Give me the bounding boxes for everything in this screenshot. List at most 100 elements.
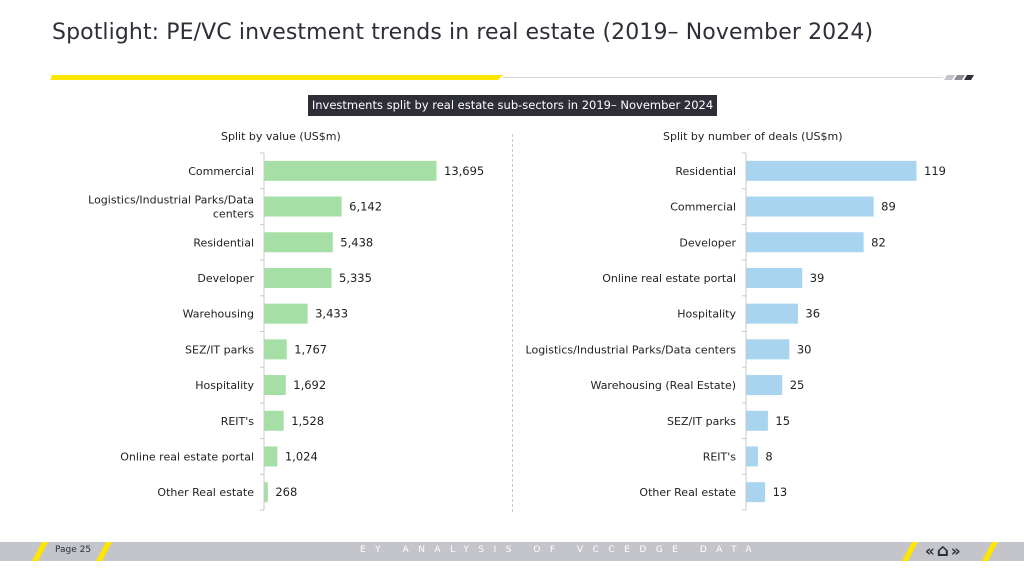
value-chart-category-label-line: SEZ/IT parks bbox=[185, 343, 254, 356]
deals-chart-category-label-line: Logistics/Industrial Parks/Data centers bbox=[526, 343, 737, 356]
value-chart-value-label: 3,433 bbox=[315, 307, 348, 321]
value-chart-value-label: 1,024 bbox=[285, 449, 318, 463]
value-chart-category-label-line: Online real estate portal bbox=[120, 450, 254, 463]
value-chart-value-label: 5,335 bbox=[339, 271, 372, 285]
value-chart-category-label-line: Warehousing bbox=[183, 308, 254, 321]
deals-chart-value-label: 8 bbox=[765, 449, 772, 463]
deals-chart-value-label: 25 bbox=[790, 378, 805, 392]
deals-chart-bar bbox=[746, 267, 803, 288]
value-chart-category-label: Commercial bbox=[188, 165, 254, 178]
deals-chart-value-label: 13 bbox=[773, 485, 788, 499]
deals-chart-category-label: Online real estate portal bbox=[602, 272, 736, 285]
deals-chart-value-label: 89 bbox=[881, 200, 896, 214]
value-chart-value-label: 1,692 bbox=[293, 378, 326, 392]
deals-chart-bar bbox=[746, 160, 917, 181]
deals-chart-bar bbox=[746, 339, 790, 360]
deals-chart-category-label: REIT's bbox=[703, 450, 737, 463]
value-chart-category-label-line: REIT's bbox=[221, 415, 255, 428]
deals-chart-category-label: Commercial bbox=[670, 201, 736, 214]
deals-chart-category-label: Hospitality bbox=[677, 308, 736, 321]
value-chart-bar bbox=[264, 410, 284, 431]
title-rule bbox=[50, 75, 974, 80]
deals-chart-bar bbox=[746, 196, 874, 217]
deals-chart-bar bbox=[746, 232, 864, 253]
deals-chart-title: Split by number of deals (US$m) bbox=[663, 130, 843, 143]
value-chart-category-label: Developer bbox=[197, 272, 254, 285]
deals-chart-bar bbox=[746, 375, 783, 396]
footer-bar bbox=[0, 542, 1024, 561]
value-chart-bar bbox=[264, 482, 268, 503]
value-chart-category-label: REIT's bbox=[221, 415, 255, 428]
footer-source: EY ANALYSIS OF VCCEDGE DATA bbox=[360, 545, 762, 555]
value-chart-value-label: 1,767 bbox=[294, 342, 327, 356]
value-chart-category-label: SEZ/IT parks bbox=[185, 343, 254, 356]
value-chart-bar bbox=[264, 232, 333, 253]
value-chart-bar bbox=[264, 267, 332, 288]
deals-chart-value-label: 82 bbox=[871, 235, 886, 249]
double-chevron-right-icon[interactable]: » bbox=[950, 542, 961, 560]
value-chart-value-label: 13,695 bbox=[444, 164, 484, 178]
value-chart-category-label: Logistics/Industrial Parks/Data centers bbox=[88, 194, 254, 221]
value-chart-value-label: 6,142 bbox=[349, 200, 382, 214]
deals-chart-value-label: 15 bbox=[775, 414, 790, 428]
value-chart-bar bbox=[264, 303, 308, 324]
value-chart-category-label-line: centers bbox=[213, 208, 254, 221]
deals-chart-category-label: Developer bbox=[679, 236, 736, 249]
value-chart-category-label: Online real estate portal bbox=[120, 450, 254, 463]
rule-dash-1 bbox=[944, 75, 955, 80]
value-chart-category-label: Warehousing bbox=[183, 308, 254, 321]
yellow-rule bbox=[50, 75, 503, 80]
value-chart-value-label: 5,438 bbox=[340, 235, 373, 249]
value-chart-bar bbox=[264, 160, 437, 181]
page-number: Page 25 bbox=[55, 545, 92, 555]
footer-slash-4 bbox=[982, 542, 998, 561]
deals-chart-bar bbox=[746, 446, 758, 467]
deals-chart-category-label-line: REIT's bbox=[703, 450, 737, 463]
value-chart-title: Split by value (US$m) bbox=[221, 130, 341, 143]
deals-chart-category-label-line: Developer bbox=[679, 236, 736, 249]
deals-chart-value-label: 36 bbox=[805, 307, 820, 321]
footer-decor bbox=[32, 542, 998, 561]
deals-bar-chart: 119 Residential 89 Commercial 82 Developer 39 O… bbox=[526, 152, 946, 511]
value-chart-category-label-line: Other Real estate bbox=[157, 486, 254, 499]
deals-chart-category-label-line: Hospitality bbox=[677, 308, 736, 321]
deals-chart-bar bbox=[746, 303, 798, 324]
deals-chart-category-label-line: SEZ/IT parks bbox=[667, 415, 736, 428]
footer-slash-1 bbox=[32, 542, 48, 561]
value-bar-chart: 13,695 Commercial 6,142 Logistics/Industria… bbox=[88, 152, 484, 511]
double-chevron-left-icon[interactable]: « bbox=[925, 542, 935, 560]
footer-navigation: « ⌂ » bbox=[925, 542, 961, 561]
deals-chart-bar bbox=[746, 410, 768, 431]
deals-chart-bar bbox=[746, 482, 766, 503]
value-chart-category-label: Residential bbox=[193, 236, 254, 249]
value-chart-bar bbox=[264, 446, 278, 467]
deals-chart-value-label: 39 bbox=[810, 271, 825, 285]
page-title: Spotlight: PE/VC investment trends in re… bbox=[52, 20, 874, 45]
value-chart-bar bbox=[264, 339, 287, 360]
deals-chart-value-label: 30 bbox=[797, 342, 812, 356]
value-chart-category-label: Other Real estate bbox=[157, 486, 254, 499]
deals-chart-category-label: Logistics/Industrial Parks/Data centers bbox=[526, 343, 737, 356]
value-chart-category-label-line: Developer bbox=[197, 272, 254, 285]
footer-slash-2 bbox=[96, 542, 112, 561]
value-chart-category-label-line: Hospitality bbox=[195, 379, 254, 392]
footer-slash-3 bbox=[902, 542, 918, 561]
deals-chart-category-label: Other Real estate bbox=[639, 486, 736, 499]
value-chart-bar bbox=[264, 196, 342, 217]
value-chart-category-label-line: Residential bbox=[193, 236, 254, 249]
deals-chart-category-label: SEZ/IT parks bbox=[667, 415, 736, 428]
value-chart-bar bbox=[264, 375, 286, 396]
deals-chart-category-label-line: Online real estate portal bbox=[602, 272, 736, 285]
value-chart-category-label-line: Commercial bbox=[188, 165, 254, 178]
deals-chart-category-label: Warehousing (Real Estate) bbox=[591, 379, 736, 392]
value-chart-value-label: 268 bbox=[275, 485, 297, 499]
deals-chart-category-label-line: Warehousing (Real Estate) bbox=[591, 379, 736, 392]
panel-divider bbox=[512, 134, 513, 512]
chart-subtitle-banner: Investments split by real estate sub-sec… bbox=[308, 95, 717, 116]
deals-chart-value-label: 119 bbox=[924, 164, 946, 178]
value-chart-category-label: Hospitality bbox=[195, 379, 254, 392]
deals-chart-category-label-line: Residential bbox=[675, 165, 736, 178]
home-icon[interactable]: ⌂ bbox=[936, 541, 949, 561]
value-chart-category-label-line: Logistics/Industrial Parks/Data bbox=[88, 194, 254, 207]
rule-dash-2 bbox=[954, 75, 965, 80]
